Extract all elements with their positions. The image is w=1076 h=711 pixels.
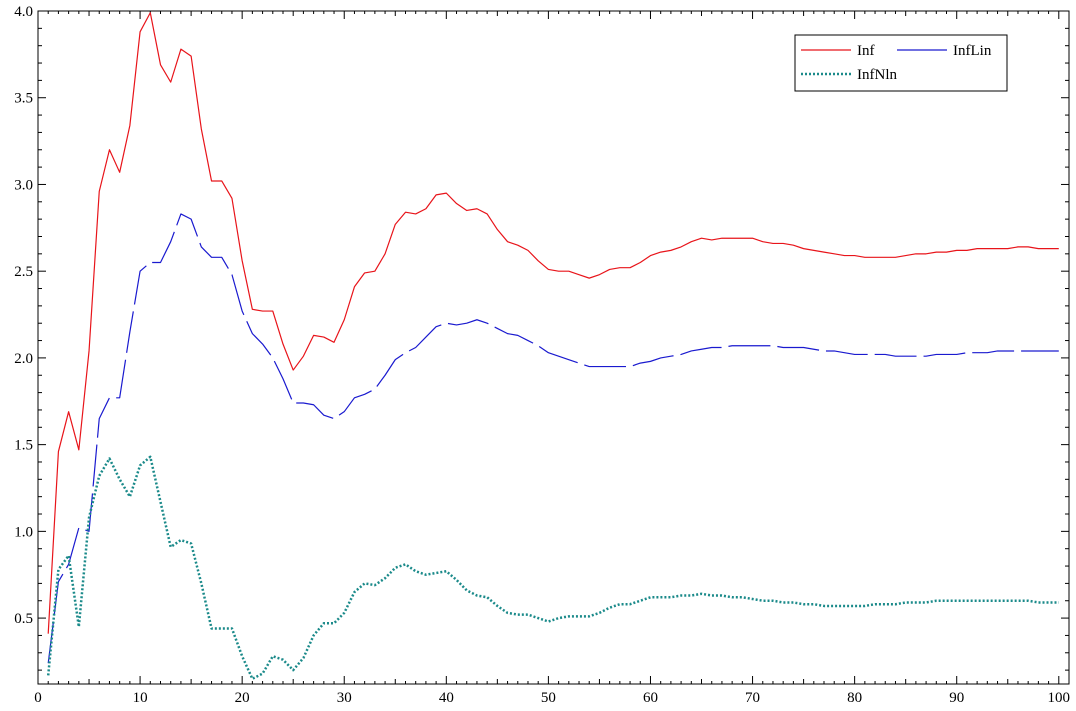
y-tick-label: 3.0 xyxy=(14,177,33,193)
x-tick-label: 20 xyxy=(235,690,250,706)
series-line-inflin xyxy=(47,213,1059,664)
x-tick-label: 40 xyxy=(439,690,454,706)
legend-label-infnln: InfNln xyxy=(857,67,897,83)
x-tick-label: 90 xyxy=(949,690,964,706)
x-tick-label: 10 xyxy=(133,690,148,706)
y-tick-label: 4.0 xyxy=(14,4,33,20)
legend-box xyxy=(794,34,1008,92)
series-lines xyxy=(46,12,1059,681)
series-line-infnln xyxy=(46,455,1059,681)
tick-group: 0 10 20 30 40 50 60 70 80 90 100 0.5 1.0 1.5 2.0 2.5 3.0… xyxy=(14,4,1070,706)
y-tick-label: 0.5 xyxy=(14,611,33,627)
y-tick-label: 1.0 xyxy=(14,524,33,540)
x-tick-label: 0 xyxy=(34,690,42,706)
plot-frame xyxy=(37,10,1070,685)
x-tick-label: 80 xyxy=(847,690,862,706)
legend: Inf InfLin InfNln xyxy=(794,34,1008,92)
y-tick-label: 2.0 xyxy=(14,351,33,367)
x-tick-label: 30 xyxy=(337,690,352,706)
x-tick-label: 100 xyxy=(1048,690,1071,706)
legend-label-inflin: InfLin xyxy=(953,43,992,59)
series-line-inf xyxy=(47,12,1059,634)
x-tick-label: 50 xyxy=(541,690,556,706)
x-tick-label: 60 xyxy=(643,690,658,706)
x-tick-label: 70 xyxy=(745,690,760,706)
y-tick-label: 2.5 xyxy=(14,264,33,280)
y-tick-label: 3.5 xyxy=(14,91,33,107)
legend-label-inf: Inf xyxy=(857,43,875,59)
y-tick-label: 1.5 xyxy=(14,438,33,454)
